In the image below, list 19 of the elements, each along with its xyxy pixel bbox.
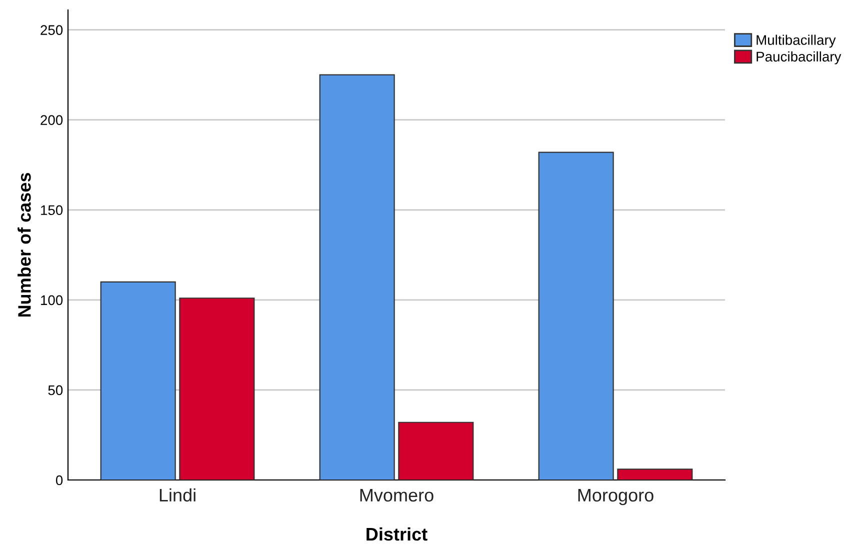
bar bbox=[319, 74, 395, 480]
bar bbox=[100, 281, 176, 480]
bar bbox=[398, 422, 474, 480]
legend-label: Multibacillary bbox=[756, 34, 836, 48]
y-tick-label: 150 bbox=[41, 205, 63, 216]
y-tick-label: 200 bbox=[40, 115, 63, 126]
bar bbox=[179, 298, 255, 480]
x-tick-label: Lindi bbox=[160, 488, 196, 502]
y-tick-label: 0 bbox=[56, 475, 63, 486]
x-tick-label: Mvomero bbox=[360, 488, 434, 502]
bar bbox=[617, 468, 693, 480]
y-tick-label: 50 bbox=[48, 385, 63, 396]
y-axis-title: Number of cases bbox=[18, 172, 31, 317]
x-axis-title: District bbox=[366, 527, 428, 541]
y-tick-label: 250 bbox=[40, 25, 63, 35]
legend-label: Paucibacillary bbox=[756, 51, 842, 64]
bar bbox=[538, 152, 614, 480]
x-tick-label: Morogoro bbox=[578, 488, 654, 506]
y-tick-label: 100 bbox=[41, 295, 63, 306]
